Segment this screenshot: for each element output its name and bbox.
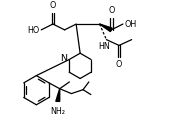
Text: NH₂: NH₂ (50, 107, 65, 116)
Text: HO: HO (27, 26, 39, 35)
Polygon shape (100, 24, 112, 32)
Polygon shape (56, 89, 60, 101)
Text: O: O (50, 1, 56, 10)
Text: HN: HN (99, 42, 110, 51)
Text: OH: OH (125, 20, 137, 29)
Text: N: N (60, 54, 67, 63)
Text: O: O (108, 6, 114, 15)
Text: O: O (116, 60, 122, 69)
